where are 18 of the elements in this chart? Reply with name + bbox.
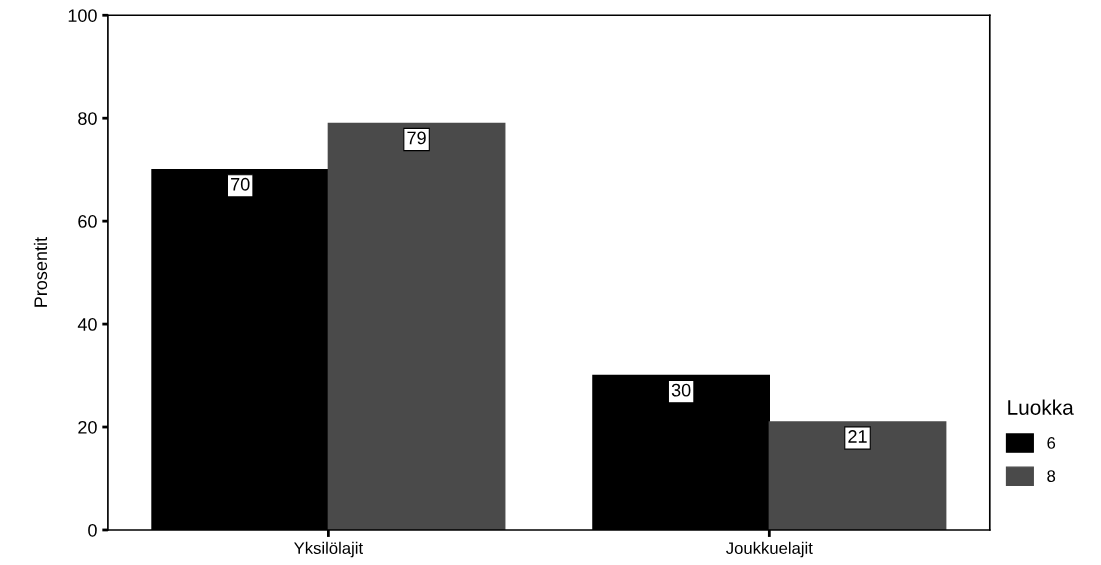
y-tick-label: 20 — [78, 420, 97, 434]
legend-label: 6 — [1047, 437, 1056, 449]
y-tick-label: 0 — [88, 523, 97, 537]
data-label: 70 — [231, 177, 250, 191]
y-tick-label: 80 — [78, 112, 97, 125]
legend-title: Luokka — [1008, 399, 1074, 415]
legend-label: 8 — [1047, 470, 1056, 483]
data-label: 79 — [407, 131, 426, 145]
bar — [768, 421, 947, 530]
y-tick-label: 40 — [77, 318, 97, 331]
data-label: 30 — [671, 383, 691, 397]
bar — [327, 122, 506, 530]
x-tick-label: Yksilölajit — [294, 541, 363, 558]
y-tick-label: 60 — [78, 215, 97, 228]
y-axis-title: Prosentit — [33, 237, 48, 307]
x-tick-label: Joukkuelajit — [726, 541, 813, 558]
data-label: 21 — [848, 430, 867, 443]
y-tick-label: 100 — [68, 9, 97, 22]
